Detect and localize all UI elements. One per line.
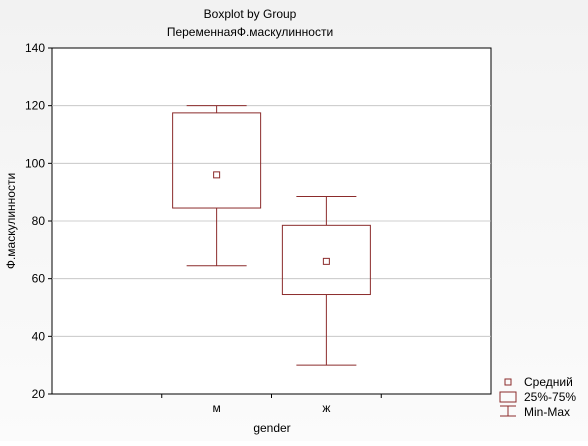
grid-lines [52,105,491,337]
mean-marker [213,171,221,179]
box-group-0 [172,105,262,267]
y-axis-ticks: 20 40 60 80 100 120 140 [25,41,52,401]
y-tick-label: 100 [25,156,45,170]
chart-title: Boxplot by Group [204,7,297,21]
x-tick-label: м [213,401,221,415]
legend-box-marker [499,391,517,403]
iqr-box [281,224,371,296]
legend-mean-marker [504,378,512,386]
y-tick-label: 140 [25,41,45,55]
x-axis-label: gender [253,421,290,435]
legend-mean-label: Средний [524,375,573,389]
boxplot-groups [172,105,371,366]
chart-subtitle: ПеременнаяФ.маскулинности [167,25,333,39]
y-axis-label: Ф.маскулинности [4,173,18,269]
y-tick-label: 60 [32,272,46,286]
y-tick-label: 120 [25,99,45,113]
y-tick-label: 20 [32,387,46,401]
legend: Средний 25%-75% Min-Max [499,375,576,419]
y-tick-label: 80 [32,214,46,228]
mean-marker [322,257,330,265]
iqr-box [172,112,262,209]
y-tick-label: 40 [32,329,46,343]
x-tick-label: ж [322,401,330,415]
legend-whisker-marker [500,405,516,417]
legend-whisker-label: Min-Max [524,405,570,419]
box-group-1 [281,195,371,366]
legend-box-label: 25%-75% [524,390,576,404]
